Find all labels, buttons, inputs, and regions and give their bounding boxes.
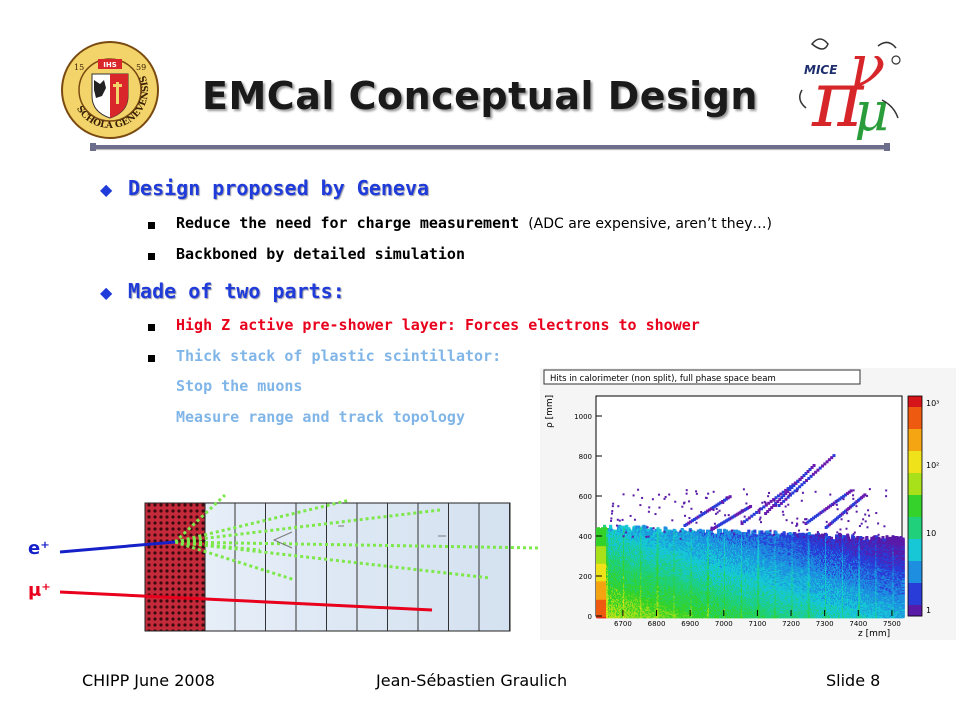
square-bullet-icon — [148, 222, 155, 229]
sub-bullet-preshower: High Z active pre-shower layer: Forces e… — [176, 316, 700, 334]
chart-title: Hits in calorimeter (non split), full ph… — [550, 374, 776, 384]
muon-label: μ⁺ — [28, 580, 51, 601]
bullet-made-of-two-parts: Made of two parts: — [128, 279, 345, 303]
continuation-measure-range: Measure range and track topology — [176, 408, 465, 426]
sub-bullet-reduce-charge-text: Reduce the need for charge measurement — [176, 214, 519, 232]
shower-tracks — [173, 493, 541, 582]
preshower-layer — [144, 502, 206, 632]
detector-diagram: e⁺ μ⁺ — [28, 493, 541, 632]
seal-year-right: 59 — [136, 63, 146, 72]
bullet-design-proposed: Design proposed by Geneva — [128, 176, 429, 200]
seal-banner-text: IHS — [103, 61, 117, 69]
sub-bullet-reduce-charge-aside: (ADC are expensive, aren’t they…) — [528, 216, 772, 232]
sub-bullet-thick-stack: Thick stack of plastic scintillator: — [176, 347, 501, 365]
continuation-stop-muons: Stop the muons — [176, 377, 302, 395]
mice-logo: π ν μ MICE — [799, 32, 901, 140]
hits-heatmap-chart: Hits in calorimeter (non split), full ph… — [540, 368, 956, 640]
seal-year-left: 15 — [74, 63, 84, 72]
mice-text: MICE — [804, 63, 838, 77]
heatmap-cell — [597, 527, 601, 531]
square-bullet-icon — [148, 355, 155, 362]
title-divider — [90, 143, 890, 151]
heatmap-cell — [637, 525, 641, 529]
diamond-bullet-icon: ◆ — [100, 180, 112, 199]
diamond-bullet-icon: ◆ — [100, 283, 112, 302]
muon-track — [59, 590, 433, 612]
heatmap-cells — [596, 454, 905, 619]
chart-title-box — [543, 369, 861, 385]
sub-bullet-backboned: Backboned by detailed simulation — [176, 245, 465, 263]
positron-label: e⁺ — [28, 538, 50, 559]
electron-track — [59, 540, 176, 554]
geneva-seal-logo: SCHOLA GENEVENSIS 15 59 IHS — [61, 41, 159, 139]
square-bullet-icon — [148, 324, 155, 331]
square-bullet-icon — [148, 253, 155, 260]
heatmap-cell — [609, 524, 613, 528]
heatmap-cell — [603, 524, 607, 528]
slide-title: EMCal Conceptual Design — [150, 74, 810, 118]
heatmap-cell — [610, 528, 614, 532]
heatmap-cell — [605, 528, 609, 531]
sub-bullet-reduce-charge: Reduce the need for charge measurement (… — [176, 214, 772, 232]
heatmap-cell — [601, 527, 605, 531]
